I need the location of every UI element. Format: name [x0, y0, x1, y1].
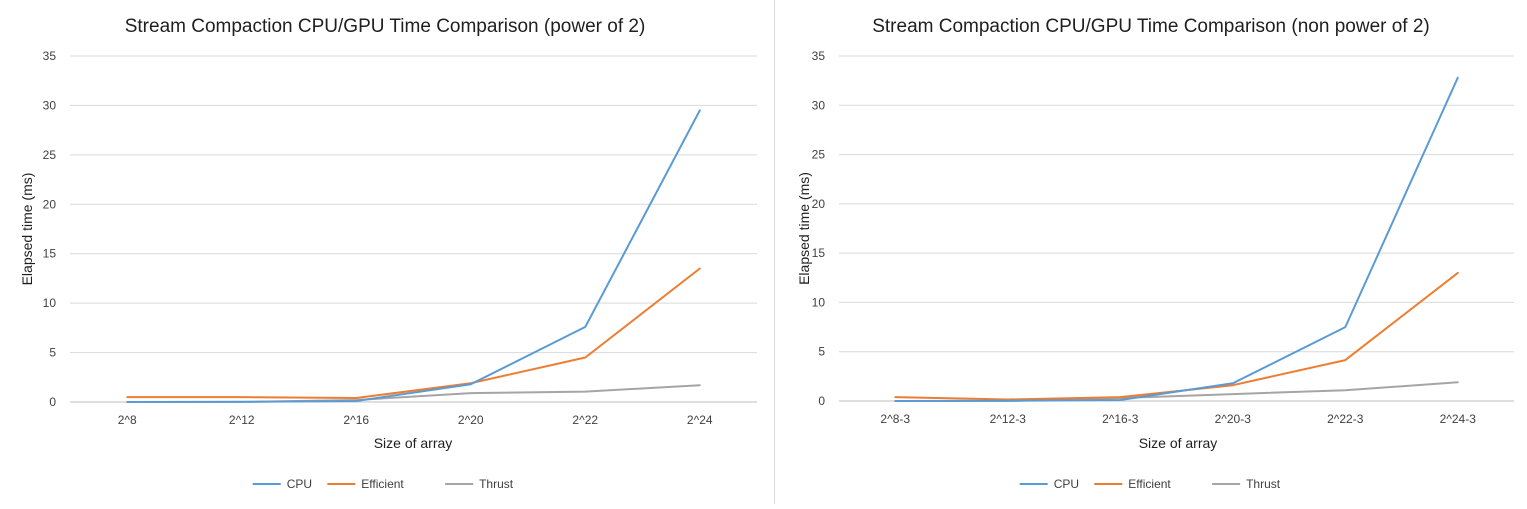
- x-tick-label: 2^8: [118, 413, 137, 427]
- y-tick-label: 20: [43, 197, 57, 211]
- legend-label-efficient: Efficient: [1128, 477, 1171, 491]
- series-line-cpu: [126, 109, 701, 403]
- y-tick-label: 30: [43, 98, 57, 112]
- y-tick-label: 35: [43, 49, 57, 63]
- x-tick-label: 2^20-3: [1215, 412, 1252, 426]
- x-tick-label: 2^8-3: [880, 412, 910, 426]
- y-tick-label: 15: [43, 247, 57, 261]
- y-tick-label: 25: [812, 148, 826, 162]
- y-tick-label: 15: [812, 246, 826, 260]
- y-axis-label: Elapsed time (ms): [19, 173, 35, 286]
- line-chart-non-power-of-2: Stream Compaction CPU/GPU Time Compariso…: [796, 16, 1514, 491]
- chart-title: Stream Compaction CPU/GPU Time Compariso…: [872, 16, 1430, 37]
- x-tick-label: 2^22: [572, 413, 598, 427]
- x-axis-label: Size of array: [1139, 435, 1218, 451]
- legend-label-cpu: CPU: [1054, 477, 1079, 491]
- chart-title: Stream Compaction CPU/GPU Time Compariso…: [125, 16, 646, 37]
- y-tick-label: 10: [43, 296, 57, 310]
- line-chart-power-of-2: Stream Compaction CPU/GPU Time Compariso…: [19, 16, 757, 491]
- x-tick-label: 2^12-3: [990, 412, 1027, 426]
- series-line-efficient: [894, 271, 1459, 401]
- panel-divider: [774, 0, 775, 504]
- x-tick-label: 2^16: [343, 413, 369, 427]
- x-tick-label: 2^20: [458, 413, 484, 427]
- y-tick-label: 30: [812, 98, 826, 112]
- x-tick-label: 2^24: [687, 413, 713, 427]
- chart-panel-power-of-2: Stream Compaction CPU/GPU Time Compariso…: [19, 16, 757, 491]
- x-tick-label: 2^12: [229, 413, 255, 427]
- legend-label-efficient: Efficient: [361, 477, 404, 491]
- x-tick-label: 2^22-3: [1327, 412, 1364, 426]
- series-line-efficient: [126, 267, 701, 399]
- y-tick-label: 0: [818, 394, 825, 408]
- x-axis-label: Size of array: [374, 435, 453, 451]
- y-tick-label: 0: [49, 395, 56, 409]
- y-tick-label: 35: [812, 49, 826, 63]
- legend-label-cpu: CPU: [287, 477, 312, 491]
- x-tick-label: 2^24-3: [1440, 412, 1477, 426]
- y-tick-label: 10: [812, 295, 826, 309]
- chart-panel-non-power-of-2: Stream Compaction CPU/GPU Time Compariso…: [776, 0, 1527, 504]
- legend-label-thrust: Thrust: [479, 477, 514, 491]
- y-tick-label: 20: [812, 197, 826, 211]
- y-axis-label: Elapsed time (ms): [796, 172, 812, 285]
- series-line-cpu: [894, 76, 1459, 402]
- y-tick-label: 25: [43, 148, 57, 162]
- x-tick-label: 2^16-3: [1102, 412, 1139, 426]
- y-tick-label: 5: [49, 346, 56, 360]
- y-tick-label: 5: [818, 345, 825, 359]
- legend-label-thrust: Thrust: [1246, 477, 1281, 491]
